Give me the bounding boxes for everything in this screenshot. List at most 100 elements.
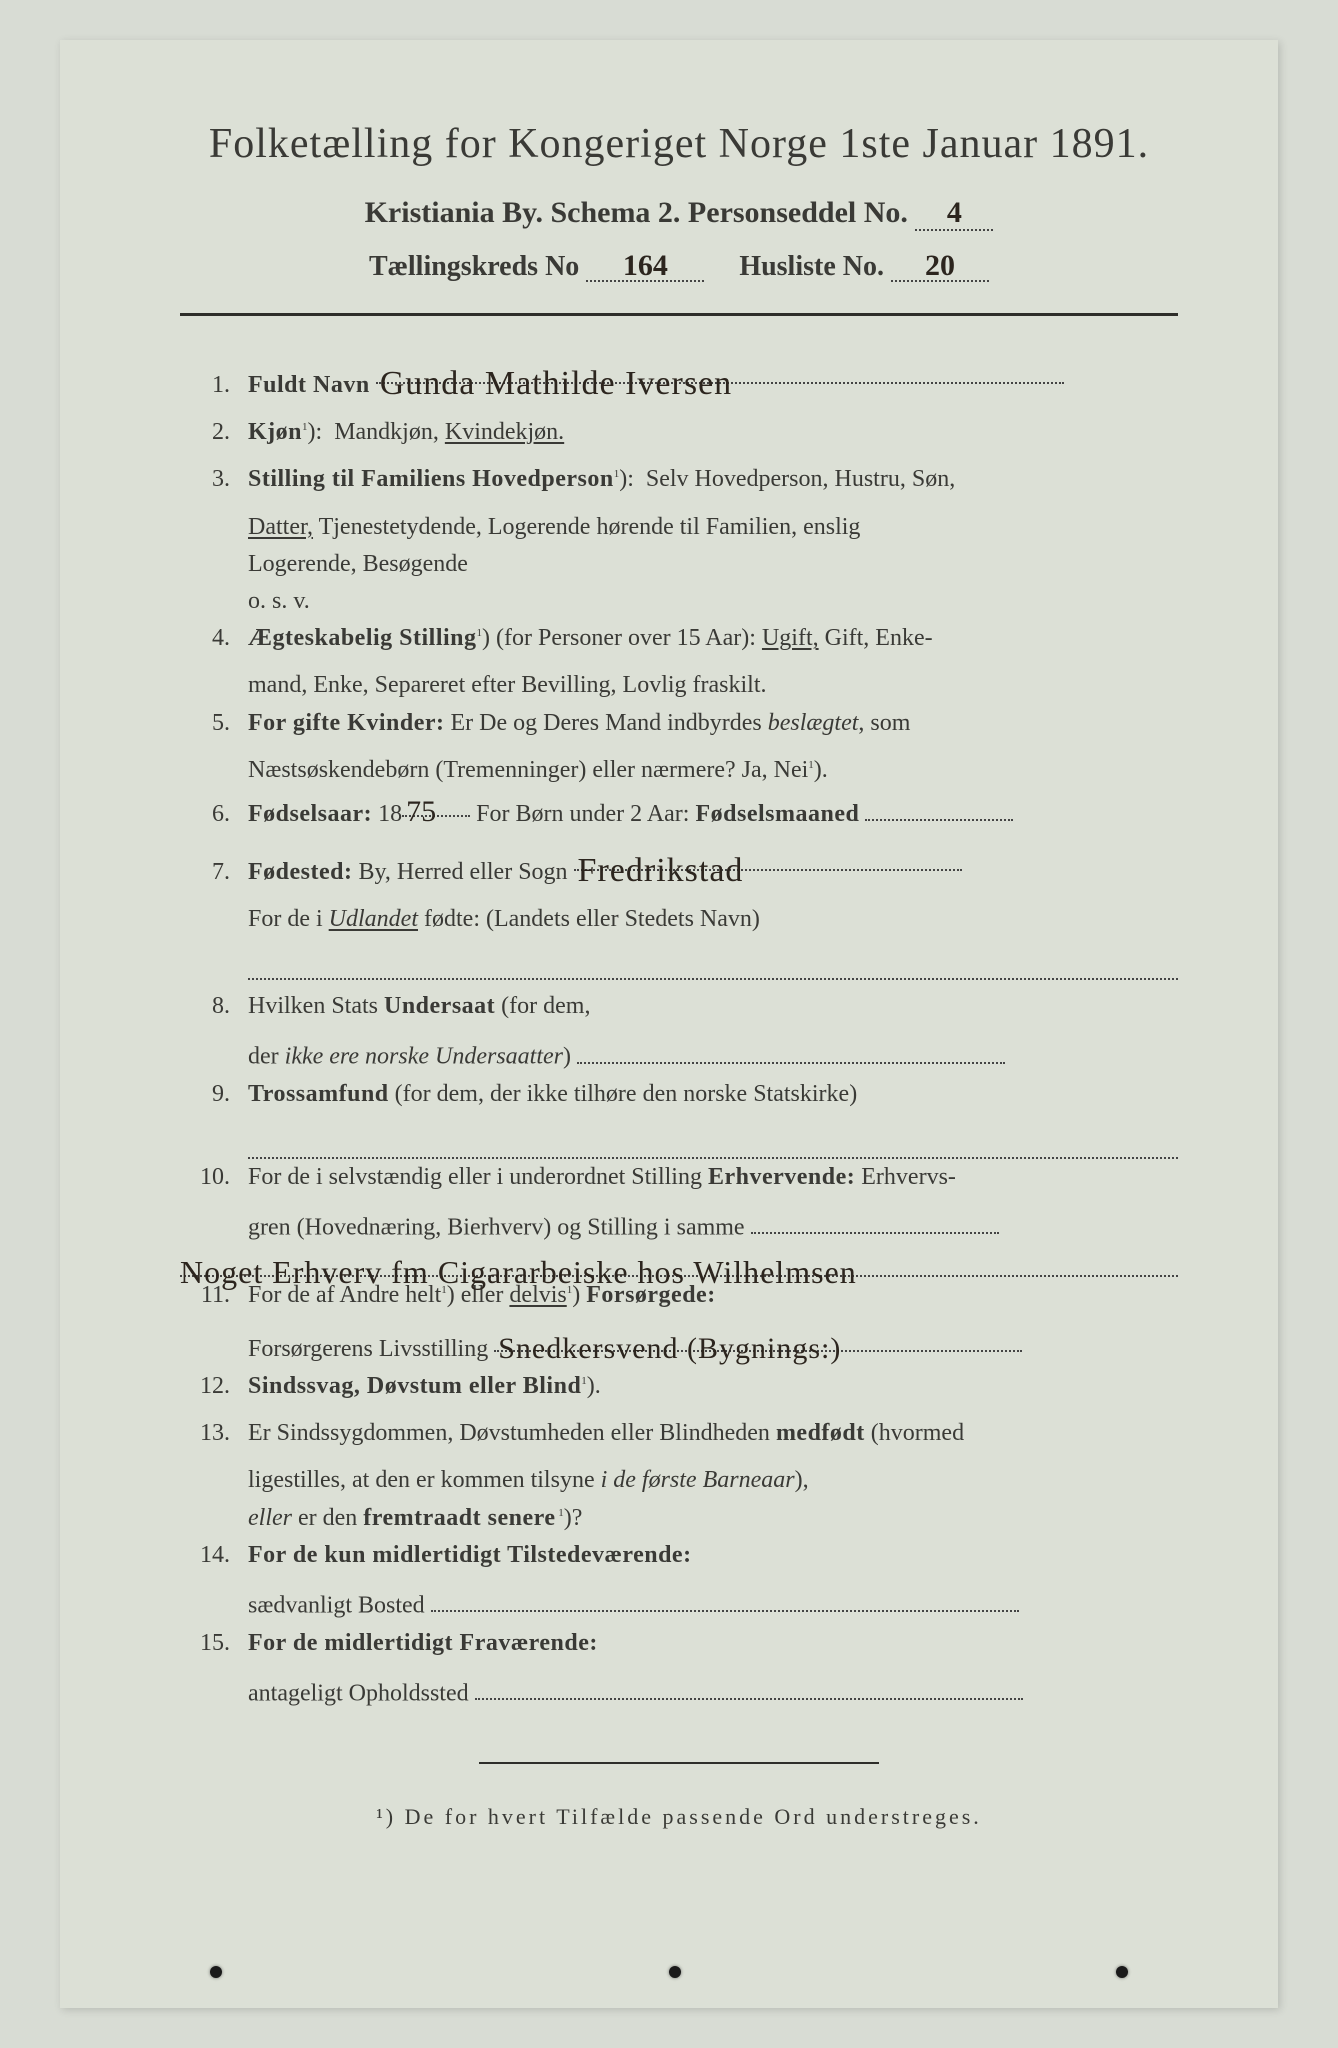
- fuldt-navn-label: Fuldt Navn: [248, 372, 370, 398]
- field-num: 9.: [180, 1076, 248, 1113]
- fodselsaar-label: Fødselsaar:: [248, 801, 372, 827]
- kreds-no-field: 164: [586, 249, 704, 282]
- field-3-line4: o. s. v.: [248, 583, 1178, 620]
- erhverv-1: For de i selvstændig eller i underordnet…: [248, 1164, 708, 1190]
- field-num: 5.: [180, 705, 248, 742]
- f13-3a: eller: [248, 1505, 292, 1531]
- field-14: 14. For de kun midlertidigt Tilstedevære…: [180, 1537, 1178, 1574]
- f13-3b: er den: [298, 1505, 363, 1531]
- field-num: 14.: [180, 1537, 248, 1574]
- field-7-line2: For de i Udlandet fødte: (Landets eller …: [248, 901, 1178, 938]
- born-under-2: For Børn under 2 Aar:: [476, 801, 695, 827]
- field-num: 12.: [180, 1368, 248, 1405]
- subtitle-row: Kristiania By. Schema 2. Personseddel No…: [180, 196, 1178, 231]
- field-num: 7.: [180, 854, 248, 891]
- undersaat-ital: ikke ere norske Undersaatter: [285, 1044, 563, 1070]
- fodselsmaaned-field: [865, 792, 1013, 820]
- field-num: 13.: [180, 1415, 248, 1452]
- sindssvag-label: Sindssvag, Døvstum eller Blind: [248, 1373, 581, 1399]
- tilstede-label: For de kun midlertidigt Tilstedeværende:: [248, 1542, 692, 1568]
- kjon-label: Kjøn: [248, 419, 302, 445]
- field-15-line2: antageligt Opholdssted: [248, 1672, 1178, 1713]
- udlandet-a: For de i: [248, 906, 329, 932]
- footnote: ¹) De for hvert Tilfælde passende Ord un…: [180, 1804, 1178, 1830]
- fodested-label: Fødested:: [248, 859, 352, 885]
- field-8: 8. Hvilken Stats Undersaat (for dem,: [180, 988, 1178, 1025]
- field-3-line2: Datter, Tjenestetydende, Logerende høren…: [248, 509, 1178, 546]
- undersaat-field: [577, 1035, 1005, 1063]
- undersaat-1: Hvilken Stats: [248, 993, 384, 1019]
- pinhole-icon: [669, 1966, 681, 1978]
- kreds-no-value: 164: [623, 249, 668, 282]
- fravaerende-label: For de midlertidigt Fraværende:: [248, 1630, 598, 1656]
- field-10-line2: gren (Hovednæring, Bierhverv) og Stillin…: [248, 1206, 1178, 1247]
- livsstilling-value: Snedkersvend (Bygnings:): [498, 1332, 841, 1365]
- f13-1b: (hvormed: [871, 1420, 964, 1446]
- field-4: 4. Ægteskabelig Stilling1) (for Personer…: [180, 620, 1178, 657]
- field-num: 3.: [180, 461, 248, 498]
- main-title: Folketælling for Kongeriget Norge 1ste J…: [180, 120, 1178, 168]
- kreds-label: Tællingskreds No: [369, 251, 579, 282]
- field-1: 1. Fuldt Navn Gunda Mathilde Iversen: [180, 356, 1178, 404]
- f13-ital: i de første Barneaar: [601, 1467, 795, 1493]
- field-10: 10. For de i selvstændig eller i underor…: [180, 1159, 1178, 1196]
- erhverv-2: gren (Hovednæring, Bierhverv) og Stillin…: [248, 1214, 745, 1240]
- sup: 1: [302, 421, 308, 433]
- f13-end: )?: [564, 1505, 583, 1531]
- erhverv-1b: Erhvervs-: [861, 1164, 956, 1190]
- field-11-line2: Forsørgerens Livsstilling Snedkersvend (…: [248, 1324, 1178, 1368]
- opholdssted-label: antageligt Opholdssted: [248, 1680, 469, 1706]
- medfodt-bold: medfødt: [776, 1420, 865, 1446]
- fuldt-navn-value: Gunda Mathilde Iversen: [380, 365, 732, 402]
- field-10-handline: Noget Erhverv fm Cigararbeiske hos Wilhe…: [180, 1252, 1178, 1276]
- fremtraadt-bold: fremtraadt senere: [363, 1505, 555, 1531]
- bosted-field: [431, 1584, 1019, 1612]
- undersaat-1b: (for dem,: [501, 993, 590, 1019]
- opholdssted-field: [475, 1672, 1023, 1700]
- husliste-label: Husliste No.: [739, 251, 884, 282]
- stilling-opts-2: Tjenestetydende, Logerende hørende til F…: [313, 514, 860, 540]
- field-4-line2: mand, Enke, Separeret efter Bevilling, L…: [248, 667, 1178, 704]
- year-field: 75: [402, 789, 470, 817]
- f13-2b: ),: [795, 1467, 809, 1493]
- aegteskab-mid: (for Personer over 15 Aar):: [490, 625, 762, 651]
- field-9-blank: [248, 1123, 1178, 1159]
- third-title-row: Tællingskreds No 164 Husliste No. 20: [180, 249, 1178, 283]
- undersaat-2b: ): [563, 1044, 571, 1070]
- gifte-line1b: , som: [858, 710, 910, 736]
- divider: [180, 313, 1178, 316]
- field-7: 7. Fødested: By, Herred eller Sogn Fredr…: [180, 843, 1178, 891]
- field-3-line3: Logerende, Besøgende: [248, 546, 1178, 583]
- udlandet-c: fødte: (Landets eller Stedets Navn): [424, 906, 760, 932]
- ugift-option: Ugift,: [762, 625, 819, 651]
- pinhole-icon: [210, 1966, 222, 1978]
- undersaat-2: der: [248, 1044, 285, 1070]
- kvindekjon-option: Kvindekjøn.: [445, 419, 564, 445]
- field-3: 3. Stilling til Familiens Hovedperson1):…: [180, 461, 1178, 498]
- field-5-line2: Næstsøskendebørn (Tremenninger) eller næ…: [248, 752, 1178, 789]
- gifte-end: ).: [814, 757, 828, 783]
- aegteskab-rest: Gift, Enke-: [819, 625, 933, 651]
- personseddel-no-value: 4: [947, 196, 962, 229]
- erhverv-value: Noget Erhverv fm Cigararbeiske hos Wilhe…: [180, 1254, 857, 1290]
- sup: 1: [614, 468, 620, 480]
- sup: 1: [555, 1507, 563, 1519]
- sup: 1: [477, 627, 483, 639]
- livsstilling-field: Snedkersvend (Bygnings:): [494, 1324, 1022, 1352]
- field-num: 6.: [180, 796, 248, 833]
- stilling-label: Stilling til Familiens Hovedperson: [248, 466, 614, 492]
- fodselsmaaned-label: Fødselsmaaned: [695, 801, 859, 827]
- bosted-label: sædvanligt Bosted: [248, 1592, 425, 1618]
- field-num: 10.: [180, 1159, 248, 1196]
- field-9: 9. Trossamfund (for dem, der ikke tilhør…: [180, 1076, 1178, 1113]
- mandkjon-option: Mandkjøn,: [334, 419, 439, 445]
- husliste-no-field: 20: [891, 249, 989, 282]
- census-form-page: Folketælling for Kongeriget Norge 1ste J…: [60, 40, 1278, 2008]
- f13-1: Er Sindssygdommen, Døvstumheden eller Bl…: [248, 1420, 776, 1446]
- field-7-blank: [248, 944, 1178, 980]
- divider-bottom: [479, 1762, 878, 1764]
- field-num: 1.: [180, 367, 248, 404]
- field-12: 12. Sindssvag, Døvstum eller Blind1).: [180, 1368, 1178, 1405]
- year-prefix: 18: [378, 801, 402, 827]
- fodested-field: Fredrikstad: [574, 843, 962, 871]
